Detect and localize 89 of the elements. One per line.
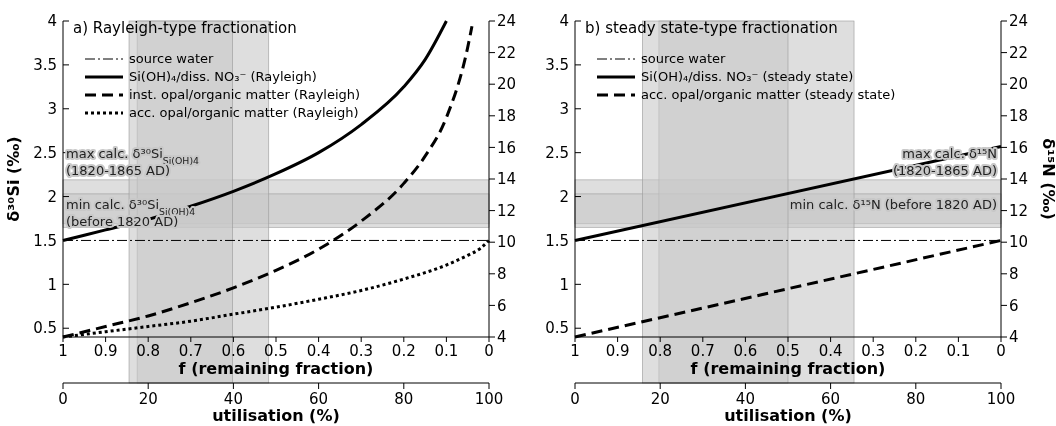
y2-tick-label: 18 bbox=[497, 107, 517, 126]
y-tick-label: 0.5 bbox=[545, 319, 569, 338]
legend-label: inst. opal/organic matter (Rayleigh) bbox=[129, 87, 361, 102]
y-tick-label: 1 bbox=[559, 275, 569, 294]
x2-tick-label: 0.4 bbox=[818, 342, 843, 360]
y2-tick-label: 12 bbox=[497, 201, 517, 220]
y2-tick-label: 22 bbox=[497, 43, 517, 62]
x-tick-label: 80 bbox=[906, 390, 926, 408]
y2-tick-label: 20 bbox=[497, 75, 517, 94]
band-label: min calc. δ¹⁵N (before 1820 AD) bbox=[789, 196, 997, 212]
y-axis-title: δ³⁰Si (‰) bbox=[4, 136, 23, 222]
y-tick-label: 3.5 bbox=[545, 56, 569, 75]
x-tick-label: 60 bbox=[309, 390, 329, 408]
x2-tick-label: 0.5 bbox=[776, 342, 800, 360]
x2-tick-label: 0 bbox=[484, 342, 494, 360]
y2-tick-label: 18 bbox=[1009, 107, 1029, 126]
y-tick-label: 0.5 bbox=[33, 319, 57, 338]
x-tick-label: 60 bbox=[821, 390, 841, 408]
x2-tick-label: 0.7 bbox=[690, 342, 715, 360]
y-tick-label: 2 bbox=[559, 187, 569, 206]
x2-tick-label: 0.5 bbox=[264, 342, 288, 360]
x2-tick-label: 1 bbox=[58, 342, 68, 360]
x2-tick-label: 0.6 bbox=[221, 342, 246, 360]
y2-tick-label: 12 bbox=[1009, 201, 1029, 220]
x2-tick-label: 0.7 bbox=[178, 342, 203, 360]
legend-label: acc. opal/organic matter (Rayleigh) bbox=[129, 105, 359, 120]
legend-label: acc. opal/organic matter (steady state) bbox=[641, 87, 896, 102]
y2-tick-label: 4 bbox=[497, 328, 507, 347]
band-label: max calc. δ³⁰Si$_{Si(OH)4}$ (1820-1865 AD) bbox=[66, 145, 200, 178]
x2-tick-label: 0.1 bbox=[434, 342, 459, 360]
x-tick-label: 0 bbox=[570, 390, 580, 408]
y2-tick-label: 10 bbox=[1009, 233, 1029, 252]
legend-label: source water bbox=[129, 51, 214, 66]
x-tick-label: 20 bbox=[650, 390, 670, 408]
y2-axis-title: δ¹⁵N (‰) bbox=[1039, 138, 1056, 220]
x-tick-label: 20 bbox=[138, 390, 158, 408]
legend-label: source water bbox=[641, 51, 726, 66]
x2-tick-label: 0.6 bbox=[733, 342, 758, 360]
y2-tick-label: 14 bbox=[497, 170, 517, 189]
y2-tick-label: 4 bbox=[1009, 328, 1019, 347]
y2-tick-label: 6 bbox=[497, 296, 507, 315]
x2-tick-label: 0.3 bbox=[349, 342, 374, 360]
x2-axis-title: f (remaining fraction) bbox=[178, 359, 374, 378]
x2-tick-label: 0.9 bbox=[93, 342, 118, 360]
y2-tick-label: 6 bbox=[1009, 296, 1019, 315]
y2-tick-label: 20 bbox=[1009, 75, 1029, 94]
y-tick-label: 4 bbox=[559, 12, 569, 31]
y-tick-label: 2.5 bbox=[545, 143, 569, 162]
x2-tick-label: 0.2 bbox=[903, 342, 928, 360]
y-tick-label: 2.5 bbox=[33, 143, 57, 162]
x2-tick-label: 1 bbox=[570, 342, 580, 360]
y2-tick-label: 8 bbox=[1009, 265, 1019, 284]
y-tick-label: 1.5 bbox=[545, 231, 569, 250]
y-tick-label: 2 bbox=[47, 187, 57, 206]
x2-tick-label: 0.1 bbox=[946, 342, 971, 360]
x2-axis-title: f (remaining fraction) bbox=[690, 359, 886, 378]
y-tick-label: 1 bbox=[47, 275, 57, 294]
y-tick-label: 3 bbox=[559, 100, 569, 119]
x-tick-label: 80 bbox=[394, 390, 414, 408]
x2-tick-label: 0 bbox=[996, 342, 1006, 360]
x2-tick-label: 0.8 bbox=[648, 342, 673, 360]
x-tick-label: 40 bbox=[223, 390, 243, 408]
y2-tick-label: 8 bbox=[497, 265, 507, 284]
legend-label: Si(OH)₄/diss. NO₃⁻ (steady state) bbox=[641, 69, 854, 84]
y2-tick-label: 24 bbox=[1009, 12, 1029, 31]
y2-tick-label: 24 bbox=[497, 12, 517, 31]
x-tick-label: 0 bbox=[58, 390, 68, 408]
chart-title: b) steady state-type fractionation bbox=[585, 19, 838, 37]
y2-tick-label: 16 bbox=[497, 138, 517, 157]
x2-tick-label: 0.4 bbox=[306, 342, 331, 360]
y2-tick-label: 14 bbox=[1009, 170, 1029, 189]
x-axis-title: utilisation (%) bbox=[724, 406, 852, 425]
legend-label: Si(OH)₄/diss. NO₃⁻ (Rayleigh) bbox=[129, 69, 317, 84]
x-tick-label: 100 bbox=[986, 390, 1016, 408]
y2-tick-label: 22 bbox=[1009, 43, 1029, 62]
x2-tick-label: 0.3 bbox=[861, 342, 886, 360]
x-tick-label: 100 bbox=[474, 390, 504, 408]
x-tick-label: 40 bbox=[735, 390, 755, 408]
y-tick-label: 4 bbox=[47, 12, 57, 31]
chart-title: a) Rayleigh-type fractionation bbox=[73, 19, 297, 37]
x2-tick-label: 0.8 bbox=[136, 342, 161, 360]
y2-tick-label: 10 bbox=[497, 233, 517, 252]
x2-tick-label: 0.9 bbox=[605, 342, 630, 360]
x-axis-title: utilisation (%) bbox=[212, 406, 340, 425]
y2-tick-label: 16 bbox=[1009, 138, 1029, 157]
y-tick-label: 3.5 bbox=[33, 56, 57, 75]
y-tick-label: 1.5 bbox=[33, 231, 57, 250]
x2-tick-label: 0.2 bbox=[391, 342, 416, 360]
y-tick-label: 3 bbox=[47, 100, 57, 119]
